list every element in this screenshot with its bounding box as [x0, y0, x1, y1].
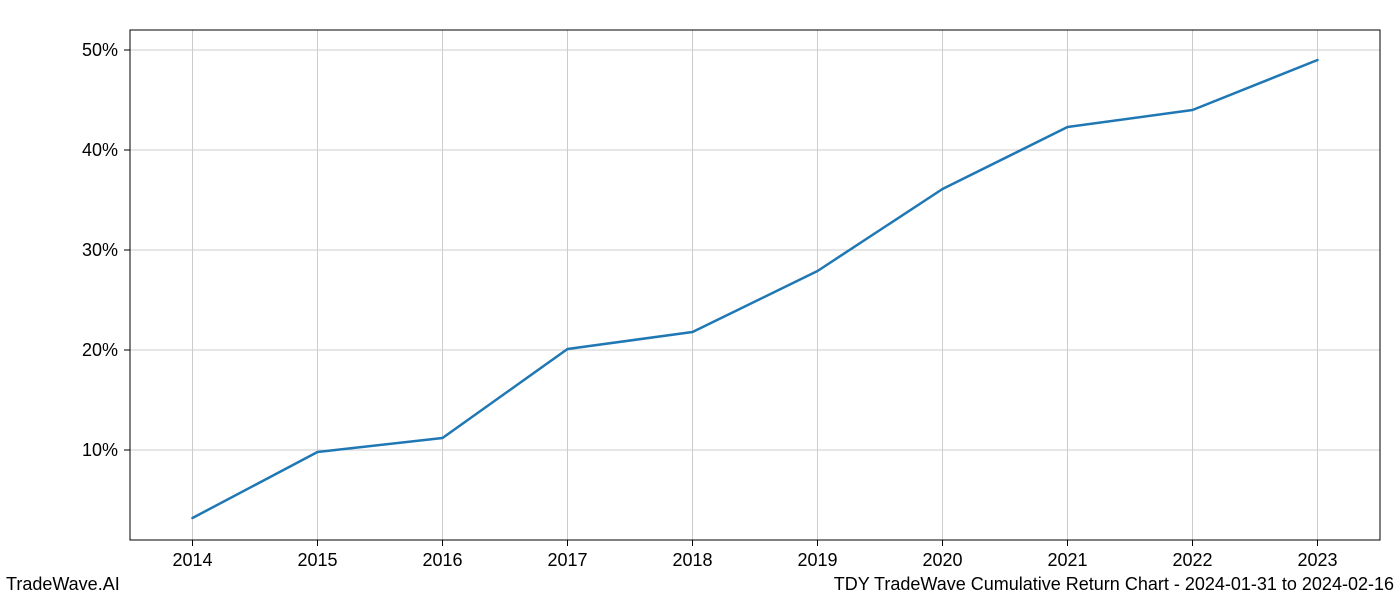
x-tick-label: 2023 [1297, 550, 1337, 570]
y-tick-label: 10% [82, 440, 118, 460]
x-tick-label: 2020 [922, 550, 962, 570]
x-tick-label: 2014 [172, 550, 212, 570]
chart-footer: TradeWave.AI TDY TradeWave Cumulative Re… [0, 572, 1400, 600]
cumulative-return-chart: 2014 2015 2016 2017 2018 2019 2020 2021 2022 2023… [0, 0, 1400, 570]
y-tick-label: 20% [82, 340, 118, 360]
x-tick-label: 2021 [1047, 550, 1087, 570]
series-line-cumulative-return [193, 60, 1318, 518]
x-tick-label: 2017 [547, 550, 587, 570]
footer-right-text: TDY TradeWave Cumulative Return Chart - … [834, 574, 1394, 595]
x-tick-label: 2022 [1172, 550, 1212, 570]
footer-left-text: TradeWave.AI [6, 574, 120, 595]
y-tick-label: 40% [82, 140, 118, 160]
x-tick-label: 2016 [422, 550, 462, 570]
x-tick-label: 2019 [797, 550, 837, 570]
y-tick-label: 50% [82, 40, 118, 60]
x-tick-label: 2015 [297, 550, 337, 570]
y-tick-label: 30% [82, 240, 118, 260]
x-tick-label: 2018 [672, 550, 712, 570]
